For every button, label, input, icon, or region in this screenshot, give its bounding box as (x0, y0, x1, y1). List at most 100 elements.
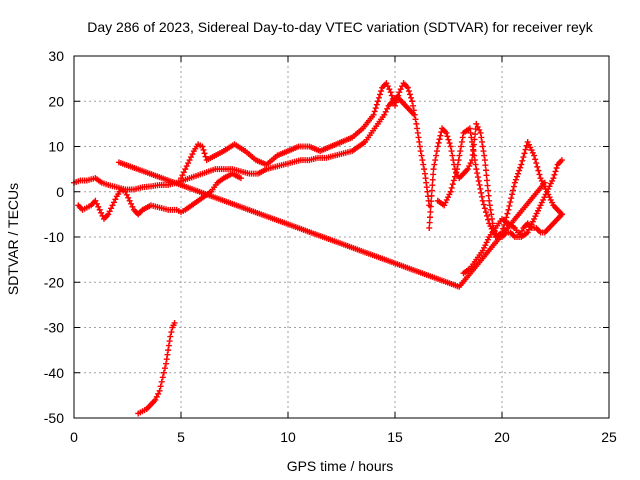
data-point (444, 133, 451, 140)
data-point (416, 138, 423, 145)
data-point (200, 146, 207, 153)
data-point (522, 146, 529, 153)
data-point (105, 211, 112, 218)
data-point (474, 174, 481, 181)
data-point (109, 202, 116, 209)
data-point (549, 199, 556, 206)
data-point (408, 94, 415, 101)
data-point (484, 177, 491, 184)
y-tick-label: 20 (48, 93, 64, 109)
data-point (434, 143, 441, 150)
data-point (445, 194, 452, 201)
data-point (452, 169, 459, 176)
data-point (378, 88, 385, 95)
data-point (182, 166, 189, 173)
data-point (551, 171, 558, 178)
data-point (421, 166, 428, 173)
data-point (180, 169, 187, 176)
data-point (481, 157, 488, 164)
y-tick-label: -50 (44, 410, 64, 426)
data-point (541, 179, 548, 186)
data-point (448, 184, 455, 191)
x-axis-label: GPS time / hours (287, 458, 394, 474)
data-point (161, 365, 168, 372)
data-point (445, 136, 452, 143)
data-point (371, 108, 378, 115)
data-point (518, 227, 525, 234)
data-point (433, 148, 440, 155)
data-point (178, 175, 184, 182)
data-point (125, 194, 132, 201)
data-point (464, 166, 471, 173)
data-point (478, 189, 485, 196)
data-point (467, 160, 474, 167)
data-point (153, 393, 160, 400)
data-point (446, 191, 453, 198)
data-point (484, 236, 491, 243)
x-tick-label: 5 (177, 429, 185, 445)
series-isolated (115, 159, 548, 290)
series-after-peak-c (460, 157, 565, 277)
data-point (433, 152, 440, 159)
data-point (122, 188, 129, 195)
data-point (538, 199, 545, 206)
data-point (165, 342, 172, 349)
data-point (441, 202, 448, 209)
data-point (112, 196, 119, 203)
data-point (189, 151, 196, 158)
data-point (468, 134, 475, 141)
y-tick-label: 30 (48, 48, 64, 64)
data-point (532, 156, 539, 163)
data-point (536, 171, 543, 178)
data-point (545, 186, 552, 193)
data-point (186, 157, 193, 164)
data-point (558, 211, 565, 218)
data-point (525, 141, 532, 148)
data-point (123, 191, 130, 198)
data-point (430, 166, 437, 173)
data-point (470, 148, 477, 155)
data-point (489, 215, 496, 222)
data-point (387, 89, 394, 96)
data-point (485, 187, 492, 194)
data-point (533, 210, 540, 217)
axis-ticks (73, 55, 610, 419)
data-point (420, 161, 427, 168)
data-point (163, 356, 170, 363)
data-point (167, 333, 174, 340)
data-point (443, 196, 450, 203)
data-point (542, 191, 549, 198)
data-point (386, 86, 393, 93)
data-point (459, 134, 466, 141)
data-point (415, 134, 422, 141)
data-point (171, 319, 178, 326)
data-point (383, 80, 390, 87)
data-point (437, 132, 444, 139)
data-point (456, 152, 463, 159)
data-point (409, 98, 416, 105)
data-point (473, 166, 480, 173)
data-point (479, 143, 486, 150)
data-point (427, 208, 434, 215)
data-point (510, 183, 517, 190)
data-point (447, 188, 454, 195)
data-point (106, 208, 113, 215)
data-point (168, 329, 175, 336)
chart-title: Day 286 of 2023, Sidereal Day-to-day VTE… (87, 19, 593, 35)
data-point (414, 125, 421, 132)
data-point (520, 154, 527, 161)
data-point (528, 147, 535, 154)
data-point (506, 202, 513, 209)
y-tick-label: -30 (44, 320, 64, 336)
data-point (535, 167, 542, 174)
data-point (534, 207, 541, 214)
data-point (487, 223, 494, 230)
data-point (128, 200, 135, 207)
data-point (185, 160, 192, 167)
data-point (126, 197, 133, 204)
data-point (466, 125, 473, 132)
data-point (533, 160, 540, 167)
data-point (482, 162, 489, 169)
data-point (504, 210, 511, 217)
data-point (164, 351, 171, 358)
